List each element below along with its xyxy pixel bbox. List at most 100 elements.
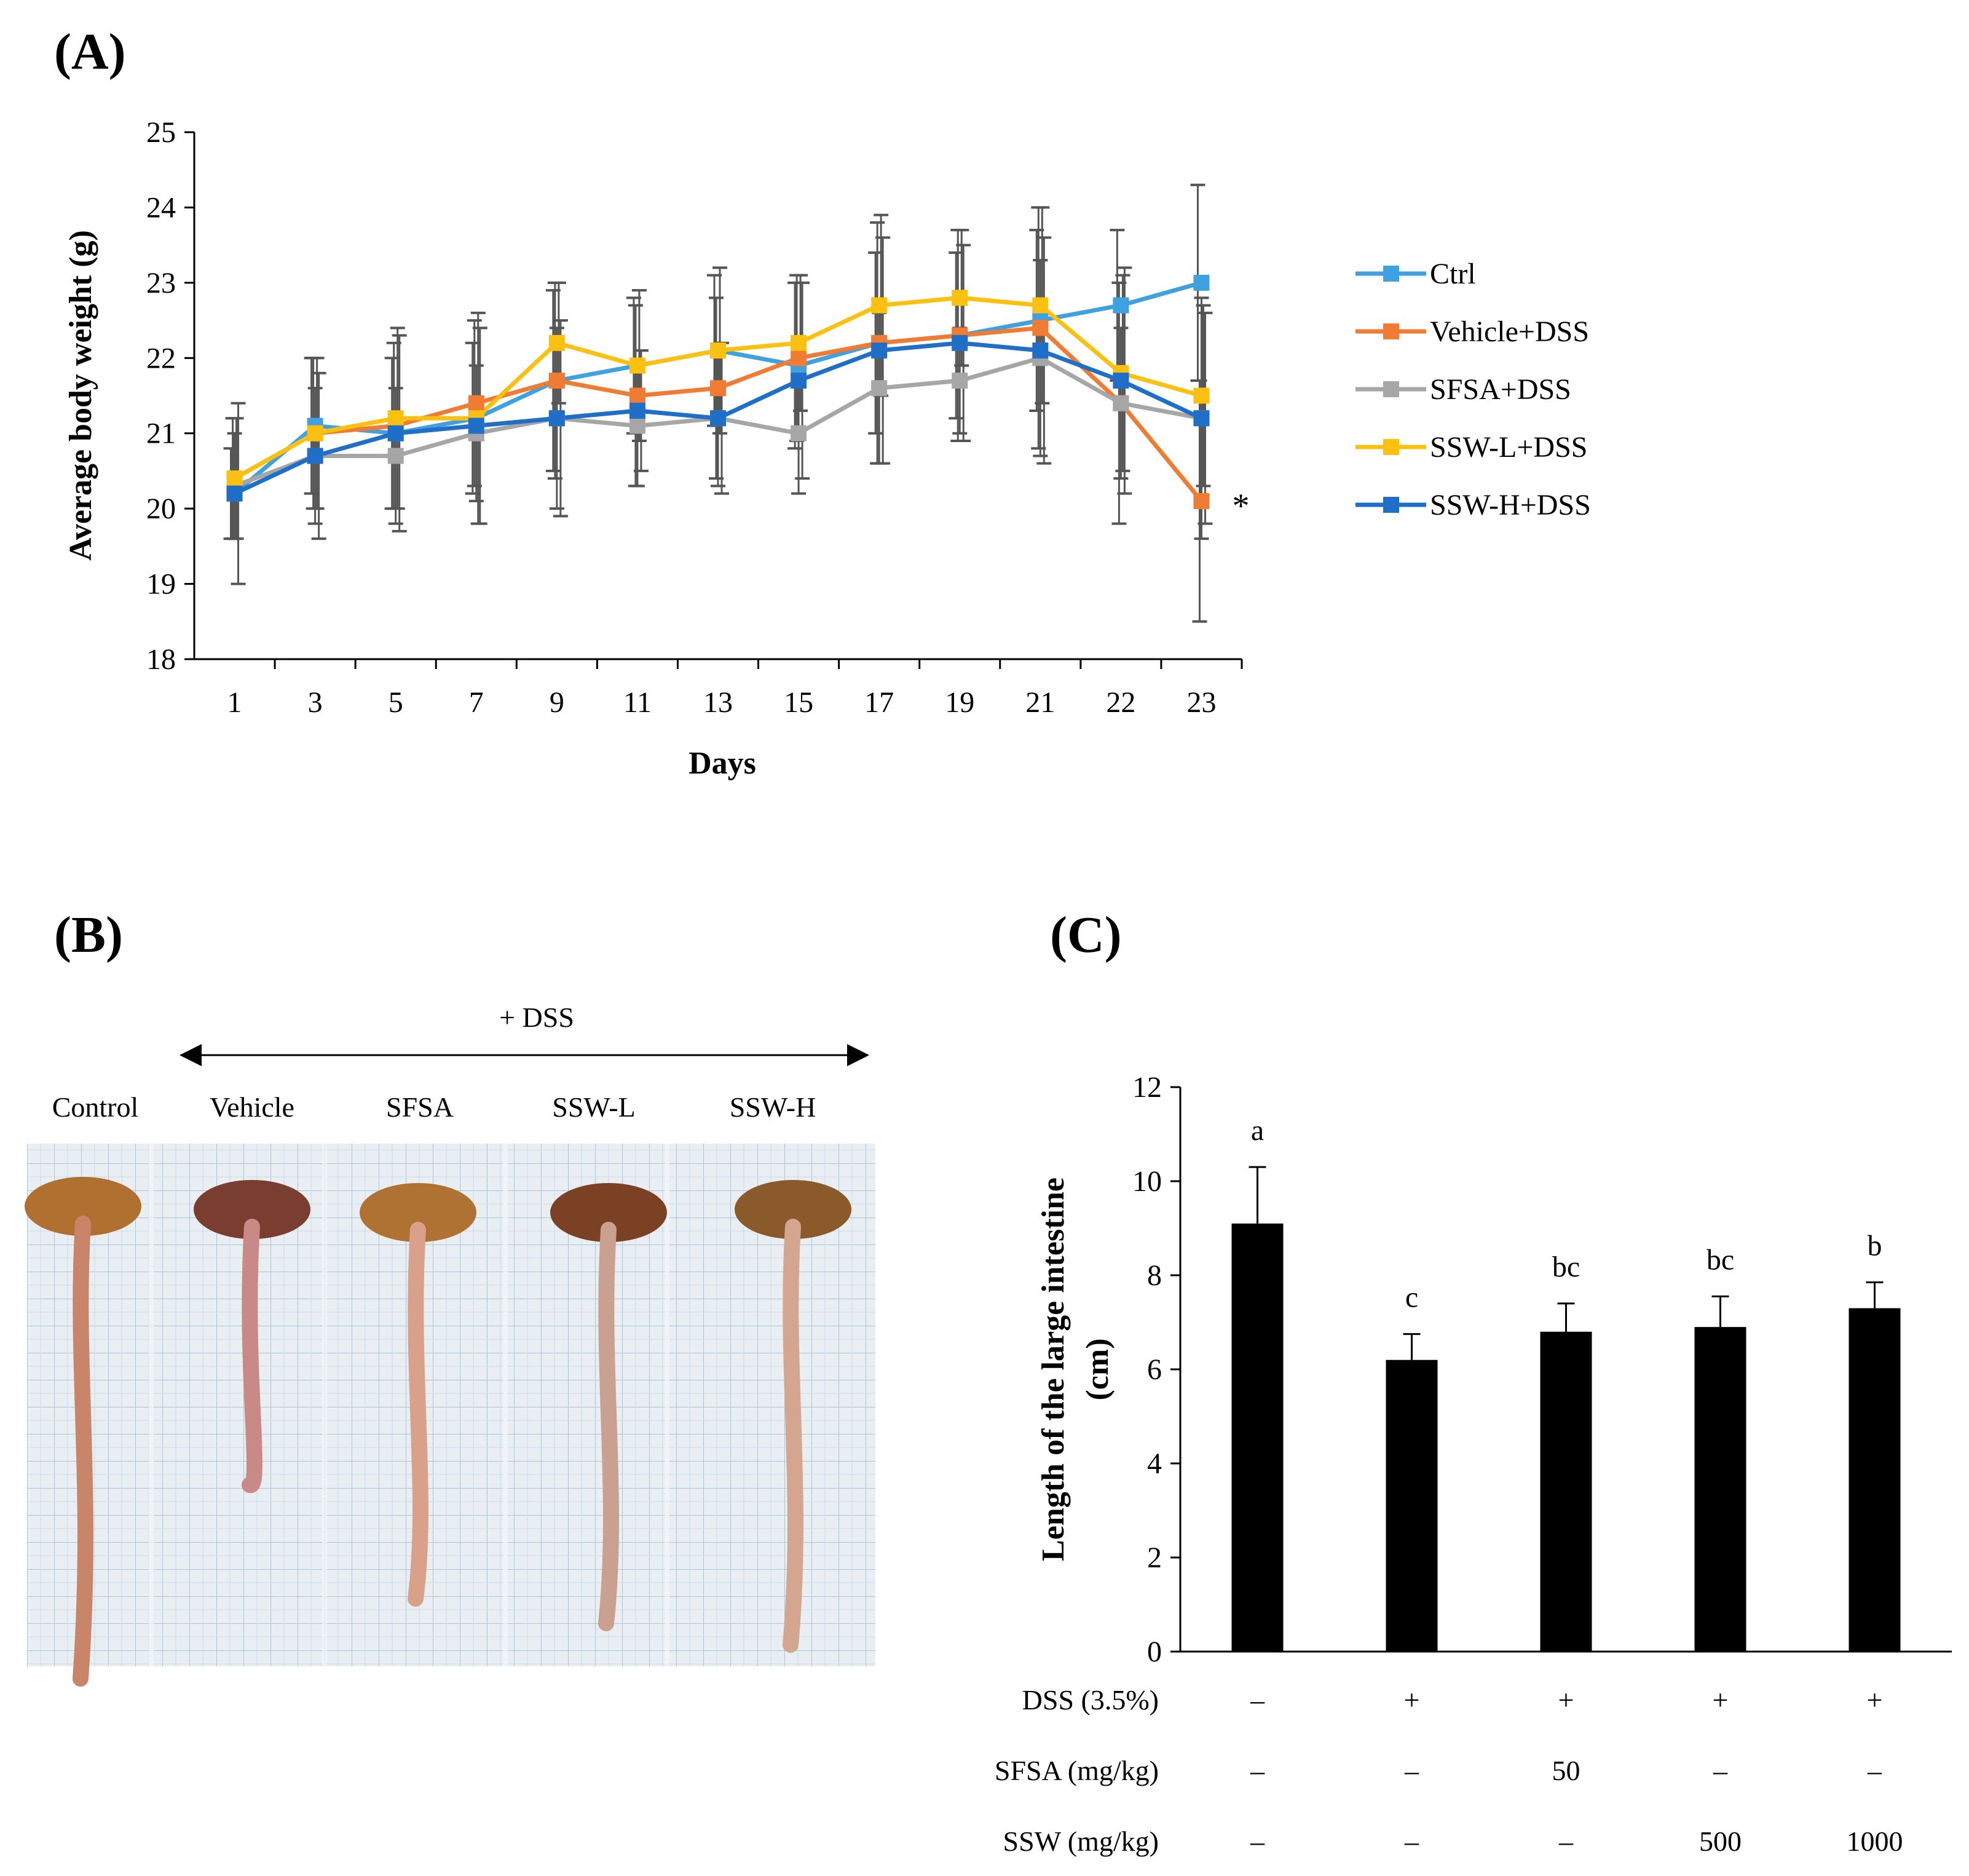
panel-c-label: (C) — [1050, 906, 1122, 964]
chart-c-y-tick-label: 8 — [1147, 1259, 1162, 1292]
chart-a-data-point — [548, 373, 565, 389]
chart-a-data-point — [387, 425, 404, 441]
chart-c-y-tick-label: 2 — [1147, 1542, 1162, 1574]
specimen-group-label: SFSA — [386, 1091, 454, 1123]
chart-a-x-tick-label: 1 — [227, 686, 242, 719]
chart-a-data-point — [710, 342, 726, 359]
chart-a-data-point — [871, 380, 888, 397]
chart-c-significance-letter: a — [1251, 1114, 1264, 1147]
treatment-row-label: DSS (3.5%) — [1022, 1684, 1159, 1716]
chart-a-data-point — [468, 418, 484, 434]
treatment-table: DSS (3.5%) – + + + + SFSA (mg/kg) – – 50 – – SSW (mg… — [995, 1684, 1903, 1857]
cecum-specimen — [194, 1180, 310, 1239]
treatment-cell: – — [1250, 1684, 1265, 1716]
chart-c-y-tick-label: 12 — [1132, 1071, 1162, 1104]
chart-c-bar — [1231, 1223, 1284, 1652]
chart-c: 0 2 4 6 8 10 12 a c bc bc b Length of the large in… — [995, 1071, 1952, 1857]
treatment-cell: 50 — [1552, 1755, 1580, 1786]
legend-swatch-marker — [1383, 439, 1399, 455]
intestine-photo-panel: + DSS Control Vehicle SFSA SSW-L SSW-H — [25, 1002, 875, 1687]
photo-strip-divider — [149, 1144, 154, 1666]
chart-a-data-point — [1032, 342, 1049, 359]
photo-strip-divider — [503, 1144, 508, 1666]
treatment-cell: 1000 — [1847, 1826, 1903, 1857]
legend-swatch-marker — [1383, 323, 1399, 339]
chart-a-data-point — [952, 290, 968, 306]
chart-c-bar — [1386, 1360, 1438, 1652]
panel-a-label: (A) — [54, 23, 126, 81]
chart-a-y-tick-label: 25 — [146, 116, 176, 149]
chart-a-x-tick-label: 11 — [623, 686, 652, 719]
chart-a-x-tick-label: 9 — [550, 686, 564, 719]
chart-a-data-point — [1193, 387, 1210, 404]
chart-a-y-tick-label: 24 — [146, 191, 176, 224]
treatment-cell: – — [1404, 1755, 1419, 1786]
chart-a-y-axis-title: Average body weight (g) — [63, 230, 98, 561]
legend-label: SFSA+DSS — [1430, 373, 1571, 406]
chart-a-significance-star: * — [1232, 487, 1249, 525]
chart-a-x-tick-label: 23 — [1186, 686, 1216, 719]
legend-swatch-marker — [1383, 381, 1399, 397]
chart-c-y-tick-label: 6 — [1147, 1353, 1162, 1386]
legend-swatch-marker — [1383, 266, 1399, 282]
chart-a-data-point — [629, 402, 645, 419]
chart-a-data-point — [1032, 320, 1049, 336]
treatment-cell: – — [1250, 1826, 1265, 1857]
chart-a-data-point — [791, 350, 807, 366]
chart-a-data-point — [387, 448, 404, 464]
chart-a-data-point — [1032, 297, 1049, 314]
chart-a-data-point — [791, 373, 807, 389]
chart-a-data-point — [226, 470, 243, 487]
chart-a-x-tick-label: 19 — [945, 686, 974, 719]
specimen-group-label: Vehicle — [210, 1091, 294, 1123]
chart-a-x-tick-label: 22 — [1106, 686, 1135, 719]
chart-a-data-point — [548, 334, 565, 351]
chart-c-y-axis-title-line2: (cm) — [1080, 1338, 1115, 1400]
chart-a-x-tick-label: 17 — [864, 686, 894, 719]
cecum-specimen — [25, 1177, 141, 1236]
chart-a-x-tick-label: 13 — [703, 686, 733, 719]
chart-a-data-point — [629, 387, 645, 404]
specimen-group-label: SSW-H — [730, 1091, 816, 1123]
chart-a-data-point — [871, 297, 888, 314]
treatment-cell: – — [1404, 1826, 1419, 1857]
chart-c-bar — [1540, 1331, 1592, 1652]
chart-c-significance-letter: bc — [1707, 1243, 1734, 1276]
chart-a-data-point — [1113, 395, 1129, 411]
treatment-cell: + — [1558, 1684, 1574, 1716]
chart-a-data-point — [1193, 274, 1210, 291]
colon-specimen — [783, 1219, 803, 1653]
treatment-row-label: SSW (mg/kg) — [1003, 1826, 1159, 1857]
colon-specimen — [73, 1216, 93, 1687]
chart-a-data-point — [791, 334, 807, 351]
specimen-group-label: Control — [52, 1091, 139, 1123]
cecum-specimen — [550, 1183, 667, 1242]
chart-a-x-tick-label: 21 — [1025, 686, 1055, 719]
legend-label: Vehicle+DSS — [1430, 315, 1589, 348]
treatment-cell: – — [1867, 1755, 1882, 1786]
chart-c-significance-letter: bc — [1552, 1251, 1580, 1283]
chart-a-data-point — [1113, 297, 1129, 314]
chart-a-data-point — [952, 373, 968, 389]
chart-c-y-axis-title-line1: Length of the large intestine — [1036, 1177, 1071, 1561]
chart-a-data-point — [307, 425, 323, 441]
colon-specimen — [408, 1222, 428, 1607]
chart-a-data-point — [952, 334, 968, 351]
photo-strip-divider — [665, 1144, 669, 1666]
cecum-specimen — [735, 1180, 851, 1239]
treatment-cell: – — [1558, 1826, 1574, 1857]
colon-specimen — [242, 1219, 262, 1494]
legend-label: SSW-H+DSS — [1430, 489, 1591, 521]
chart-c-y-tick-label: 10 — [1132, 1165, 1162, 1198]
treatment-cell: 500 — [1699, 1826, 1742, 1857]
chart-a-data-point — [548, 410, 565, 427]
chart-a-x-tick-label: 5 — [389, 686, 403, 719]
chart-a-data-point — [871, 342, 888, 359]
chart-c-y-tick-label: 4 — [1147, 1447, 1162, 1480]
chart-a-data-point — [387, 410, 404, 427]
chart-a-y-tick-label: 23 — [146, 267, 176, 299]
treatment-cell: – — [1713, 1755, 1728, 1786]
chart-c-significance-letter: c — [1405, 1281, 1418, 1314]
